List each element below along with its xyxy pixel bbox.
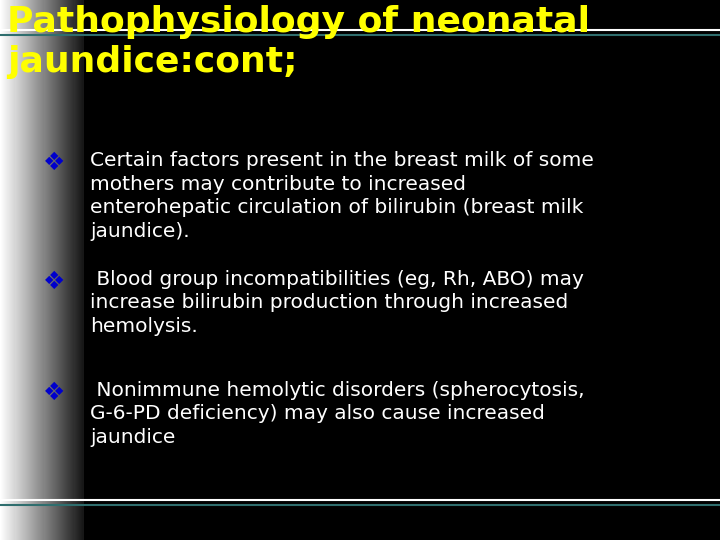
Bar: [53, 0, 55, 540]
Bar: [45, 0, 46, 540]
Bar: [75, 0, 76, 540]
Bar: [23, 0, 24, 540]
Bar: [17, 0, 19, 540]
Bar: [36, 0, 38, 540]
Bar: [60, 0, 62, 540]
Bar: [34, 0, 36, 540]
Bar: [9, 0, 11, 540]
Bar: [67, 0, 69, 540]
Bar: [76, 0, 77, 540]
Bar: [80, 0, 81, 540]
Bar: [37, 0, 39, 540]
Bar: [3, 0, 5, 540]
Bar: [33, 0, 35, 540]
Bar: [19, 0, 20, 540]
Bar: [71, 0, 73, 540]
Bar: [57, 0, 59, 540]
Bar: [73, 0, 74, 540]
Bar: [21, 0, 22, 540]
Bar: [29, 0, 31, 540]
Bar: [42, 0, 43, 540]
Bar: [26, 0, 27, 540]
Bar: [27, 0, 29, 540]
Bar: [59, 0, 60, 540]
Bar: [9, 0, 10, 540]
Bar: [71, 0, 72, 540]
Bar: [52, 0, 53, 540]
Bar: [0, 0, 1, 540]
Text: Blood group incompatibilities (eg, Rh, ABO) may
increase bilirubin production th: Blood group incompatibilities (eg, Rh, A…: [90, 270, 584, 336]
Bar: [64, 0, 66, 540]
Bar: [7, 0, 9, 540]
Bar: [24, 0, 27, 540]
Bar: [82, 0, 84, 540]
Bar: [76, 0, 78, 540]
Bar: [69, 0, 71, 540]
Bar: [4, 0, 6, 540]
Bar: [14, 0, 17, 540]
Bar: [62, 0, 64, 540]
Bar: [81, 0, 83, 540]
Bar: [22, 0, 24, 540]
Bar: [40, 0, 41, 540]
Bar: [32, 0, 34, 540]
Bar: [43, 0, 45, 540]
Bar: [56, 0, 58, 540]
Text: ❖: ❖: [42, 381, 66, 404]
Bar: [12, 0, 14, 540]
Bar: [55, 0, 57, 540]
Bar: [47, 0, 48, 540]
Bar: [48, 0, 50, 540]
Bar: [35, 0, 37, 540]
Text: ❖: ❖: [42, 151, 66, 175]
Bar: [66, 0, 67, 540]
Bar: [14, 0, 15, 540]
Bar: [63, 0, 65, 540]
Bar: [78, 0, 79, 540]
Bar: [78, 0, 81, 540]
Bar: [73, 0, 76, 540]
Bar: [5, 0, 7, 540]
Bar: [6, 0, 8, 540]
Bar: [28, 0, 30, 540]
Bar: [16, 0, 17, 540]
Bar: [54, 0, 55, 540]
Bar: [50, 0, 51, 540]
Bar: [30, 0, 32, 540]
Text: Pathophysiology of neonatal
jaundice:cont;: Pathophysiology of neonatal jaundice:con…: [7, 5, 590, 79]
Bar: [38, 0, 40, 540]
Text: Certain factors present in the breast milk of some
mothers may contribute to inc: Certain factors present in the breast mi…: [90, 151, 594, 241]
Bar: [49, 0, 50, 540]
Bar: [31, 0, 33, 540]
Bar: [50, 0, 53, 540]
Bar: [19, 0, 22, 540]
Bar: [61, 0, 63, 540]
Bar: [66, 0, 68, 540]
Bar: [42, 0, 44, 540]
Bar: [12, 0, 13, 540]
Bar: [10, 0, 12, 540]
Text: Nonimmune hemolytic disorders (spherocytosis,
G-6-PD deficiency) may also cause : Nonimmune hemolytic disorders (spherocyt…: [90, 381, 585, 447]
Bar: [2, 0, 4, 540]
Text: ❖: ❖: [42, 270, 66, 294]
Bar: [40, 0, 42, 540]
Bar: [45, 0, 48, 540]
Bar: [68, 0, 70, 540]
Bar: [1, 0, 3, 540]
Bar: [24, 0, 26, 540]
Bar: [58, 0, 60, 540]
Bar: [17, 0, 18, 540]
